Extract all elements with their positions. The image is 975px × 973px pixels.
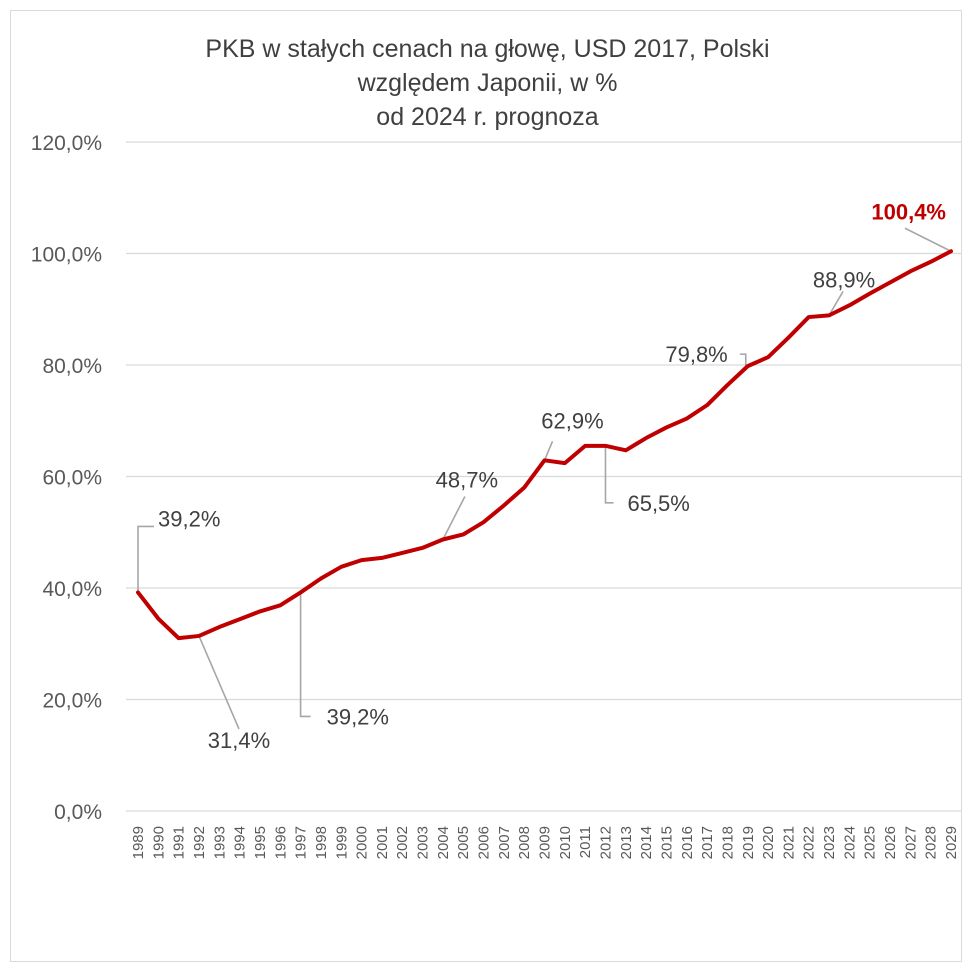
x-tick-label: 2005 xyxy=(455,826,472,859)
x-tick-label: 1992 xyxy=(191,826,208,859)
x-axis-ticks: 1989 1990 1991 1992 1993 1994 1995 1996 1997 1998… xyxy=(130,826,960,859)
x-tick-label: 2016 xyxy=(679,826,696,859)
x-tick-label: 2026 xyxy=(882,826,899,859)
x-tick-label: 1995 xyxy=(252,826,269,859)
data-label: 100,4% xyxy=(871,199,946,224)
chart-title-line-2: względem Japonii, w % xyxy=(357,69,618,97)
y-tick-label: 60,0% xyxy=(42,467,102,490)
x-tick-label: 2018 xyxy=(719,826,736,859)
x-tick-label: 2011 xyxy=(577,826,594,858)
y-tick-label: 80,0% xyxy=(42,355,102,378)
x-tick-label: 2017 xyxy=(699,826,716,859)
x-tick-label: 2027 xyxy=(902,826,919,859)
leader-line xyxy=(198,635,240,730)
y-tick-label: 20,0% xyxy=(42,690,102,713)
x-tick-label: 1998 xyxy=(313,826,330,859)
x-tick-label: 2025 xyxy=(862,826,879,859)
chart-frame xyxy=(10,10,962,962)
x-tick-label: 2009 xyxy=(537,826,554,859)
leader-line xyxy=(442,496,466,540)
chart-title-line-1: PKB w stałych cenach na głowę, USD 2017,… xyxy=(205,35,770,63)
x-tick-label: 2012 xyxy=(597,826,614,859)
x-tick-label: 2000 xyxy=(354,826,371,859)
chart-title: PKB w stałych cenach na głowę, USD 2017,… xyxy=(0,32,975,134)
x-tick-label: 1997 xyxy=(293,826,310,859)
leader-line xyxy=(543,441,554,461)
annotation-leader-lines xyxy=(137,227,952,730)
data-label: 79,8% xyxy=(665,342,727,367)
data-label: 88,9% xyxy=(813,267,875,292)
chart-title-line-3: od 2024 r. prognoza xyxy=(376,103,599,131)
data-label: 31,4% xyxy=(208,728,270,753)
x-tick-label: 2022 xyxy=(801,826,818,859)
x-tick-label: 2029 xyxy=(943,826,960,859)
y-axis-ticks: 0,0% 20,0% 40,0% 60,0% 80,0% 100,0% 120,0% xyxy=(31,132,102,824)
data-label: 62,9% xyxy=(541,408,603,433)
data-label: 39,2% xyxy=(327,704,389,729)
x-tick-label: 2008 xyxy=(516,826,533,859)
x-tick-label: 1991 xyxy=(171,826,188,859)
x-tick-label: 2015 xyxy=(658,826,675,859)
data-label: 48,7% xyxy=(436,467,498,492)
x-tick-label: 1996 xyxy=(272,826,289,859)
leader-line xyxy=(137,525,154,593)
x-tick-label: 2010 xyxy=(557,826,574,859)
x-tick-label: 2007 xyxy=(496,826,513,859)
leader-line xyxy=(828,290,844,316)
x-tick-label: 2002 xyxy=(394,826,411,859)
y-tick-label: 40,0% xyxy=(42,578,102,601)
data-label: 39,2% xyxy=(158,506,220,531)
x-tick-label: 1994 xyxy=(232,826,249,859)
series-line xyxy=(136,249,953,641)
data-label: 65,5% xyxy=(627,491,689,516)
x-tick-label: 1990 xyxy=(150,826,167,859)
y-tick-label: 120,0% xyxy=(31,132,102,155)
x-tick-label: 2024 xyxy=(841,826,858,859)
gridlines xyxy=(126,141,962,812)
data-labels: 39,2% 31,4% 39,2% 48,7% 62,9% 65,5% 79,8% 88,9%… xyxy=(158,199,946,753)
x-tick-label: 2001 xyxy=(374,826,391,859)
y-tick-label: 100,0% xyxy=(31,244,102,267)
x-tick-label: 2020 xyxy=(760,826,777,859)
leader-line xyxy=(299,592,311,718)
x-tick-label: 1993 xyxy=(211,826,228,859)
x-tick-label: 2003 xyxy=(415,826,432,859)
leader-line xyxy=(739,353,747,367)
x-tick-label: 2019 xyxy=(740,826,757,859)
x-tick-label: 1999 xyxy=(333,826,350,859)
leader-line xyxy=(904,227,952,252)
x-tick-label: 2028 xyxy=(923,826,940,859)
x-tick-label: 2013 xyxy=(618,826,635,859)
x-tick-label: 1989 xyxy=(130,826,147,859)
x-tick-label: 2021 xyxy=(780,826,797,859)
x-tick-label: 2023 xyxy=(821,826,838,859)
y-tick-label: 0,0% xyxy=(54,801,102,824)
leader-line xyxy=(604,445,614,504)
x-tick-label: 2004 xyxy=(435,826,452,859)
x-tick-label: 2014 xyxy=(638,826,655,859)
x-tick-label: 2006 xyxy=(476,826,493,859)
